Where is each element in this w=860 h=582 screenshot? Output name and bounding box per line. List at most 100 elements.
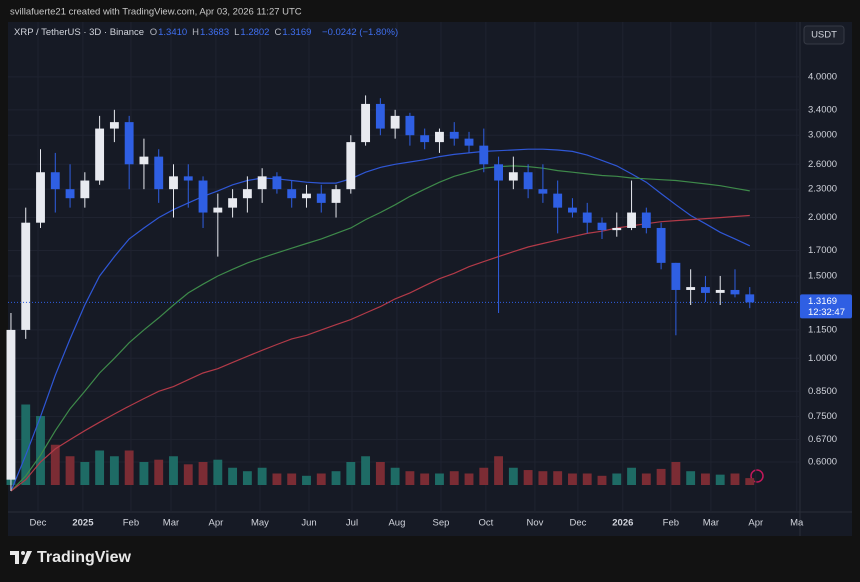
x-tick-label: Feb [123, 518, 139, 529]
volume-bar [686, 471, 696, 485]
candle-body [375, 103, 385, 129]
x-tick-label: Jul [346, 518, 358, 529]
moving-average [10, 214, 750, 492]
volume-bar [169, 456, 178, 485]
candle-body [169, 176, 178, 190]
candle-body [272, 176, 282, 190]
candle-body [582, 212, 592, 223]
y-tick-label: 2.3000 [808, 184, 837, 195]
candle-body [302, 193, 311, 199]
volume-bar [449, 471, 459, 485]
candle-body [523, 172, 533, 190]
candle-body [109, 122, 119, 129]
volume-bar [331, 471, 341, 485]
moving-average [10, 148, 751, 492]
volume-bar [183, 464, 193, 485]
logo-icon [10, 551, 32, 564]
y-tick-label: 1.1500 [808, 324, 837, 335]
y-tick-label: 0.8500 [808, 386, 837, 397]
x-tick-label: Dec [30, 518, 47, 529]
legend-header: XRP / TetherUS · 3D · Binance O1.3410 H1.… [14, 27, 403, 38]
candle-body [50, 172, 60, 190]
volume-bar [701, 473, 710, 485]
ohlc-value: 1.3410 [158, 27, 188, 38]
currency-button[interactable] [803, 25, 845, 45]
candle-body [479, 145, 489, 165]
y-tick-label: 0.7500 [808, 411, 837, 422]
y-tick-label: 3.4000 [808, 104, 837, 115]
candle-body [65, 189, 75, 199]
candle-body [390, 115, 400, 129]
candle-body [198, 180, 208, 213]
candle-body [494, 164, 503, 181]
x-tick-label: Nov [526, 518, 543, 529]
candle-body [508, 172, 518, 181]
x-tick-label: Oct [478, 518, 493, 529]
volume-bar [420, 473, 430, 485]
volume-bar [464, 473, 474, 485]
symbol: XRP / TetherUS · 3D · Binance [14, 27, 145, 38]
pane [8, 22, 800, 512]
y-tick-label: 1.0000 [808, 353, 837, 364]
y-tick-label: 2.6000 [808, 159, 837, 170]
x-tick-label: Jun [301, 518, 316, 529]
candle-body [538, 189, 548, 194]
candle-body [124, 122, 134, 165]
candle-body [671, 262, 681, 290]
credit: svillafuerte21 created with TradingView.… [10, 7, 302, 18]
y-tick-label: 3.0000 [808, 130, 837, 141]
volume-bar [494, 456, 503, 485]
candle-body [346, 142, 356, 190]
volume-bar [405, 471, 415, 485]
volume-bar [390, 467, 400, 485]
candle-body [95, 128, 105, 181]
candle-body [242, 189, 252, 199]
volume-bar [479, 467, 489, 485]
volume-bar [242, 471, 252, 485]
y-tick-label: 2.0000 [808, 212, 837, 223]
moving-average [10, 165, 750, 492]
candle-body [6, 329, 16, 480]
volume-bar [597, 475, 607, 485]
candle-body [36, 172, 45, 223]
x-tick-label: May [251, 518, 269, 529]
plot: 4.0000 3.4000 3.0000 2.6000 2.3000 2.0000 1.70… [6, 22, 837, 529]
candle-body [730, 289, 740, 295]
y-tick-label: 4.0000 [808, 71, 837, 82]
volume-bar [745, 478, 755, 485]
currency-label[interactable]: USDT [811, 30, 837, 41]
y-tick-label: 0.6700 [808, 434, 837, 445]
ohlc-key: L [234, 27, 240, 38]
volume-bar [65, 456, 75, 485]
price-axis [800, 22, 852, 512]
candle-body [656, 227, 666, 263]
candle-body [597, 222, 607, 231]
x-tick-label: Mar [163, 518, 179, 529]
candle-body [449, 131, 459, 139]
volume-bar [228, 467, 238, 485]
indicator-icon[interactable] [750, 469, 764, 483]
candle-body [287, 189, 297, 199]
candle-body [257, 176, 267, 190]
volume-bar [154, 459, 164, 485]
volume-bar [375, 462, 385, 485]
candle-body [228, 198, 238, 208]
change: −0.0242 (−1.80%) [322, 27, 399, 38]
x-tick-label: Ma [790, 518, 804, 529]
volume-bar [508, 467, 518, 485]
x-tick-label: Sep [432, 518, 449, 529]
volume-bar [109, 456, 119, 485]
volume-bar [538, 471, 548, 485]
candle-body [553, 193, 563, 208]
ohlc-key: H [192, 27, 200, 38]
candle-body [568, 207, 577, 213]
ohlc-value: 1.3169 [282, 27, 312, 38]
x-tick-label: 2025 [72, 518, 94, 529]
volume-bar [553, 471, 563, 485]
volume-bar [523, 470, 533, 485]
volume-bar [80, 462, 90, 485]
x-tick-label: Mar [703, 518, 719, 529]
volume-bar [612, 473, 622, 485]
